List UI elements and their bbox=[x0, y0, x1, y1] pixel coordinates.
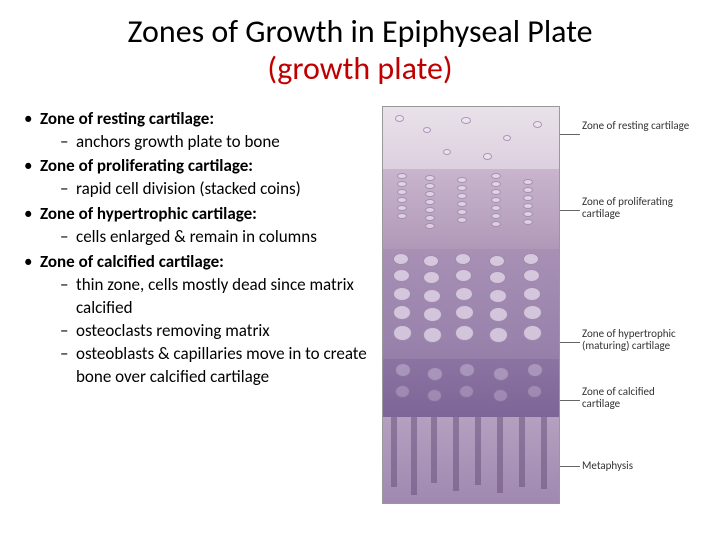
leader-line bbox=[560, 210, 580, 211]
subbullet-anchors: anchors growth plate to bone bbox=[22, 131, 374, 154]
subbullet-rapid-division: rapid cell division (stacked coins) bbox=[22, 178, 374, 201]
bullet-zone-proliferating: Zone of proliferating cartilage: bbox=[22, 155, 374, 178]
slide-title-line1: Zones of Growth in Epiphyseal Plate bbox=[0, 0, 720, 51]
label-metaphysis: Metaphysis bbox=[582, 460, 694, 473]
zone-calcified-region bbox=[383, 359, 559, 417]
label-resting: Zone of resting cartilage bbox=[582, 120, 694, 133]
label-hypertrophic: Zone of hypertrophic (maturing) cartilag… bbox=[582, 328, 694, 353]
histology-figure: Zone of resting cartilage Zone of prolif… bbox=[378, 106, 698, 506]
bullet-zone-hypertrophic: Zone of hypertrophic cartilage: bbox=[22, 203, 374, 226]
zone-proliferating-region bbox=[383, 169, 559, 249]
slide-content: Zone of resting cartilage: anchors growt… bbox=[0, 88, 720, 506]
zone-hypertrophic-region bbox=[383, 249, 559, 359]
zone-resting-region bbox=[383, 107, 559, 169]
label-proliferating: Zone of proliferating cartilage bbox=[582, 196, 694, 221]
slide-title-line2: (growth plate) bbox=[0, 51, 720, 88]
leader-line bbox=[560, 342, 580, 343]
leader-line bbox=[560, 466, 580, 467]
label-calcified: Zone of calcified cartilage bbox=[582, 386, 694, 411]
subbullet-cells-enlarged: cells enlarged & remain in columns bbox=[22, 226, 374, 249]
bullet-list: Zone of resting cartilage: anchors growt… bbox=[22, 106, 374, 506]
histology-image bbox=[382, 106, 560, 504]
subbullet-osteoclasts: osteoclasts removing matrix bbox=[22, 320, 374, 343]
bullet-zone-calcified: Zone of calcified cartilage: bbox=[22, 251, 374, 274]
bullet-zone-resting: Zone of resting cartilage: bbox=[22, 108, 374, 131]
subbullet-thin-zone: thin zone, cells mostly dead since matri… bbox=[22, 274, 374, 320]
subbullet-osteoblasts: osteoblasts & capillaries move in to cre… bbox=[22, 343, 374, 389]
leader-line bbox=[560, 134, 580, 135]
zone-metaphysis-region bbox=[383, 417, 559, 503]
leader-line bbox=[560, 400, 580, 401]
